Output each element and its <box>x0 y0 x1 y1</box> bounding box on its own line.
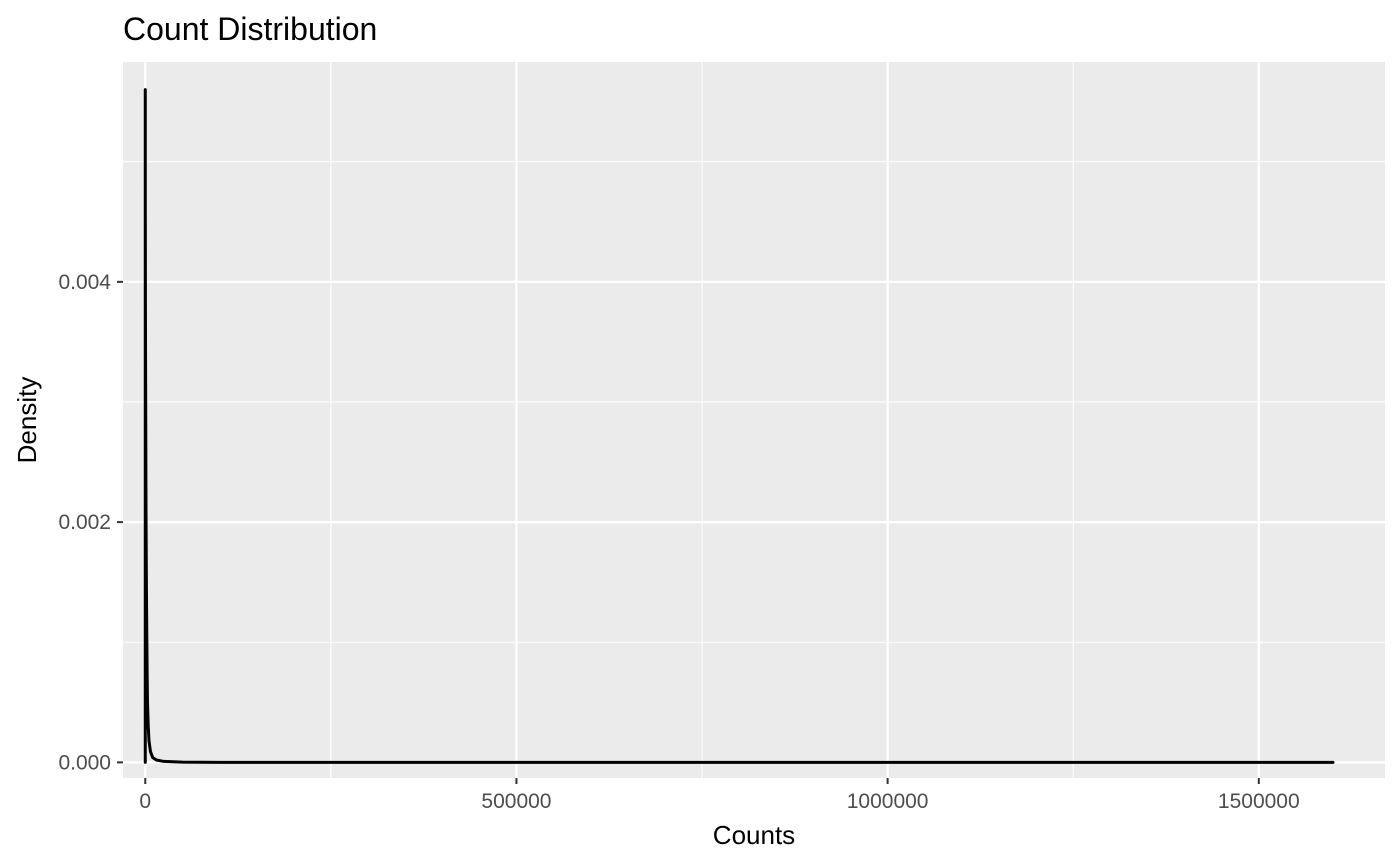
x-tick-label: 1500000 <box>1218 790 1300 813</box>
x-tick-label: 1000000 <box>847 790 929 813</box>
density-line <box>143 88 1335 764</box>
minor-grid <box>123 62 1385 778</box>
y-axis-title: Density <box>12 377 42 464</box>
y-axis: 0.000 0.002 0.004 <box>58 271 123 774</box>
plot-panel <box>123 62 1385 778</box>
chart-title: Count Distribution <box>123 11 377 47</box>
x-axis-title: Counts <box>713 820 795 850</box>
x-tick-label: 0 <box>139 790 151 813</box>
y-tick-label: 0.002 <box>58 511 111 534</box>
x-tick-label: 500000 <box>481 790 551 813</box>
y-tick-label: 0.004 <box>58 271 111 294</box>
x-axis: 0 500000 1000000 1500000 <box>139 778 1300 813</box>
y-tick-label: 0.000 <box>58 751 111 774</box>
